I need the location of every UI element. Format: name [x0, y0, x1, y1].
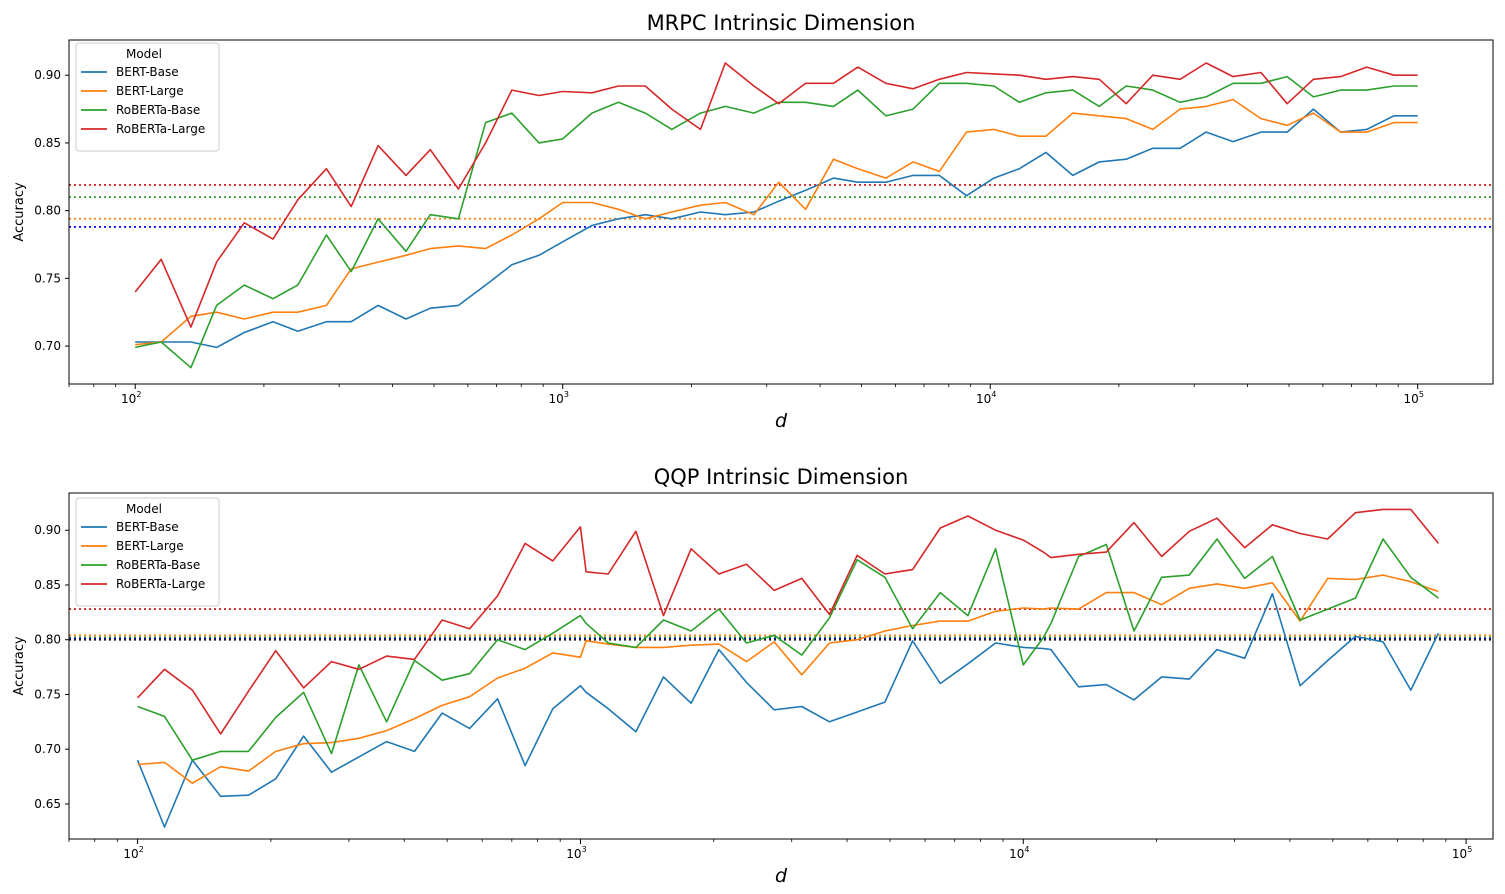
- legend-entry: BERT-Base: [116, 65, 179, 79]
- plot-frame: [68, 39, 1494, 385]
- legend-entry: BERT-Large: [116, 539, 184, 553]
- x-tick-label: 105: [1404, 390, 1424, 406]
- plot-frame: [68, 492, 1494, 840]
- chart-title: QQP Intrinsic Dimension: [654, 465, 909, 489]
- x-axis-label: d: [775, 410, 788, 432]
- y-tick-label: 0.65: [34, 797, 61, 811]
- legend-title: Model: [126, 502, 162, 516]
- y-tick-label: 0.75: [34, 271, 61, 285]
- series-line-bert-large: [135, 98, 1418, 346]
- x-tick-label: 102: [121, 390, 141, 406]
- legend-box: [75, 497, 220, 607]
- y-tick-label: 0.90: [34, 68, 61, 82]
- y-axis-label: Accuracy: [12, 182, 27, 242]
- legend-title: Model: [126, 47, 162, 61]
- y-tick-label: 0.75: [34, 687, 61, 701]
- legend-entry: RoBERTa-Large: [116, 577, 205, 591]
- x-axis-label: d: [775, 865, 788, 887]
- qqp-chart: QQP Intrinsic Dimension 0.65 0.70 0.75 0.80 0…: [12, 465, 1494, 887]
- x-tick-label: 103: [549, 390, 569, 406]
- y-tick-label: 0.85: [34, 578, 61, 592]
- legend: Model BERT-Base BERT-Large RoBERTa-Base RoBE…: [75, 497, 220, 607]
- legend-entry: RoBERTa-Large: [116, 122, 205, 136]
- legend-box: [75, 42, 220, 152]
- series-line-roberta-large: [134, 62, 1418, 328]
- series-line-bert-large: [137, 574, 1439, 785]
- y-tick-label: 0.85: [34, 136, 61, 150]
- series-line-bert-base: [136, 592, 1440, 828]
- x-tick-label: 103: [566, 845, 586, 861]
- legend-entry: RoBERTa-Base: [116, 103, 200, 117]
- mrpc-chart: MRPC Intrinsic Dimension 0.70 0.75 0.80 0.85…: [12, 11, 1494, 432]
- x-tick-label: 105: [1452, 845, 1472, 861]
- x-tick-label: 104: [976, 390, 996, 406]
- y-axis-label: Accuracy: [12, 636, 27, 696]
- y-tick-label: 0.70: [34, 742, 61, 756]
- x-tick-label: 104: [1009, 845, 1029, 861]
- legend-entry: BERT-Base: [116, 520, 179, 534]
- series-line-bert-base: [135, 108, 1418, 349]
- legend-entry: RoBERTa-Base: [116, 558, 200, 572]
- y-tick-label: 0.70: [34, 339, 61, 353]
- chart-title: MRPC Intrinsic Dimension: [647, 11, 916, 35]
- series-line-roberta-large: [137, 508, 1440, 735]
- series-line-roberta-base: [135, 75, 1418, 369]
- y-tick-label: 0.80: [34, 633, 61, 647]
- y-tick-label: 0.80: [34, 204, 61, 218]
- x-tick-label: 102: [123, 845, 143, 861]
- legend-entry: BERT-Large: [116, 84, 184, 98]
- y-tick-label: 0.90: [34, 523, 61, 537]
- legend: Model BERT-Base BERT-Large RoBERTa-Base RoBE…: [75, 42, 220, 152]
- series-line-roberta-base: [137, 538, 1439, 762]
